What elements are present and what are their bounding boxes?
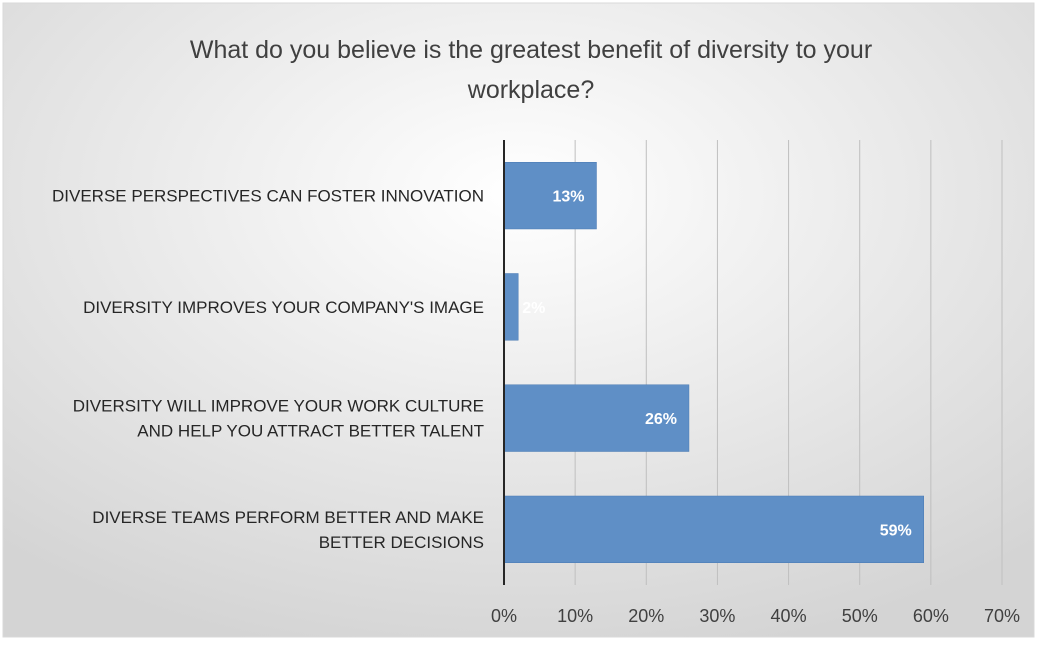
title-line: What do you believe is the greatest bene… xyxy=(190,36,872,64)
data-label: 13% xyxy=(552,189,584,206)
bar xyxy=(503,495,924,563)
x-tick-label: 30% xyxy=(699,606,735,626)
category-label: DIVERSITY IMPROVES YOUR COMPANY'S IMAGE xyxy=(83,298,484,317)
bars xyxy=(503,162,924,563)
x-tick-label: 0% xyxy=(491,606,517,626)
category-label: DIVERSE TEAMS PERFORM BETTER AND MAKE xyxy=(92,508,484,527)
category-labels: DIVERSE PERSPECTIVES CAN FOSTER INNOVATI… xyxy=(52,187,484,552)
x-tick-label: 10% xyxy=(557,606,593,626)
category-label: AND HELP YOU ATTRACT BETTER TALENT xyxy=(137,422,484,441)
category-label: BETTER DECISIONS xyxy=(319,533,484,552)
bar xyxy=(503,273,519,341)
x-tick-label: 50% xyxy=(842,606,878,626)
x-tick-labels: 0% 10% 20% 30% 40% 50% 60% 70% xyxy=(491,606,1020,626)
category-label: DIVERSE PERSPECTIVES CAN FOSTER INNOVATI… xyxy=(52,187,484,206)
x-tick-label: 20% xyxy=(628,606,664,626)
x-tick-label: 40% xyxy=(771,606,807,626)
title-line: workplace? xyxy=(467,76,594,104)
data-label: 59% xyxy=(880,522,912,539)
bar xyxy=(503,162,597,230)
bar xyxy=(503,384,690,452)
x-tick-label: 60% xyxy=(913,606,949,626)
data-labels: 13% 2% 26% 59% xyxy=(522,189,912,540)
chart-title: What do you believe is the greatest bene… xyxy=(190,36,872,104)
x-tick-label: 70% xyxy=(984,606,1020,626)
data-label: 2% xyxy=(522,300,545,317)
category-label: DIVERSITY WILL IMPROVE YOUR WORK CULTURE xyxy=(73,397,484,416)
data-label: 26% xyxy=(645,411,677,428)
